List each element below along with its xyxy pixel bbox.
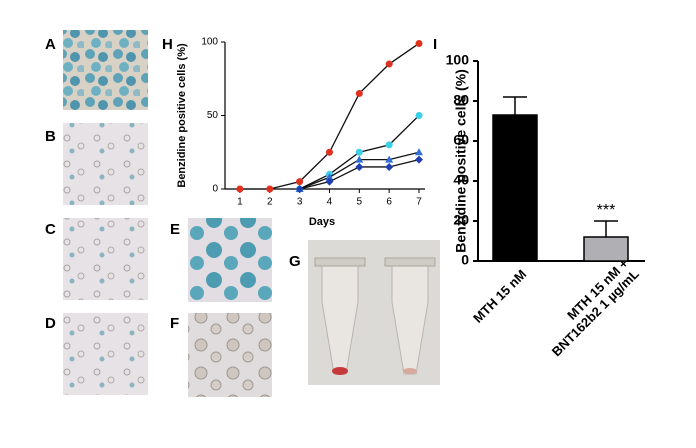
marker <box>385 141 393 149</box>
marker <box>385 155 394 163</box>
error-bar <box>503 96 527 115</box>
y-tick-label: 80 <box>453 92 469 108</box>
marker <box>355 155 364 163</box>
y-tick-label: 40 <box>453 172 469 188</box>
marker <box>325 173 334 181</box>
panel-label: H <box>162 36 173 53</box>
panel-label: E <box>170 221 180 238</box>
marker <box>295 185 304 193</box>
y-tick-label: 60 <box>453 132 469 148</box>
bar <box>492 114 538 262</box>
y-tick-label: 0 <box>212 184 218 195</box>
marker <box>355 162 364 171</box>
x-tick-label: MTH 15 nM +BNT162b2 1 µg/mL <box>539 256 643 360</box>
y-tick-label: 100 <box>446 52 470 68</box>
marker <box>415 148 423 156</box>
tube-photo <box>308 240 440 385</box>
x-tick-label: 6 <box>386 197 392 208</box>
x-tick-label: 3 <box>297 197 303 208</box>
x-tick-label: 5 <box>357 197 363 208</box>
panel-label: I <box>433 36 437 53</box>
panel-label: D <box>45 315 56 332</box>
y-tick-label: 0 <box>461 252 469 268</box>
panel-label: A <box>45 36 56 53</box>
error-bar <box>594 220 618 237</box>
marker <box>236 185 244 193</box>
marker <box>385 162 394 171</box>
marker <box>385 60 393 68</box>
marker <box>325 148 333 156</box>
annotation: *** <box>597 202 616 219</box>
marker <box>296 178 304 186</box>
marker <box>325 177 334 186</box>
micrograph <box>188 218 272 302</box>
marker <box>355 148 363 156</box>
panel-label: G <box>289 253 301 270</box>
bar <box>583 236 629 262</box>
marker <box>415 155 423 164</box>
micrograph <box>63 30 148 110</box>
micrograph <box>188 313 272 397</box>
micrograph <box>63 123 148 205</box>
y-tick-label: 20 <box>453 212 469 228</box>
marker <box>415 112 423 119</box>
marker <box>266 185 274 193</box>
x-tick-label-line: MTH 15 nM <box>470 267 529 326</box>
x-tick-label: 7 <box>416 197 422 208</box>
x-tick-label: 2 <box>267 197 273 208</box>
y-axis-label: Benzidine positive cells (%) <box>453 69 469 253</box>
x-tick-label: 1 <box>237 197 243 208</box>
y-tick-label: 50 <box>207 110 219 121</box>
marker <box>355 89 363 97</box>
x-tick-label: 4 <box>327 197 333 208</box>
y-tick-label: 100 <box>201 37 218 48</box>
panel-label: B <box>45 128 56 145</box>
x-axis-label: Days <box>309 216 335 228</box>
x-tick-label: MTH 15 nM <box>470 267 529 326</box>
micrograph <box>63 313 148 395</box>
panel-label: F <box>170 315 179 332</box>
y-axis-label: Benzidine positive cells (%) <box>176 43 188 188</box>
panel-label: C <box>45 221 56 238</box>
marker <box>415 39 423 47</box>
micrograph <box>63 218 148 300</box>
